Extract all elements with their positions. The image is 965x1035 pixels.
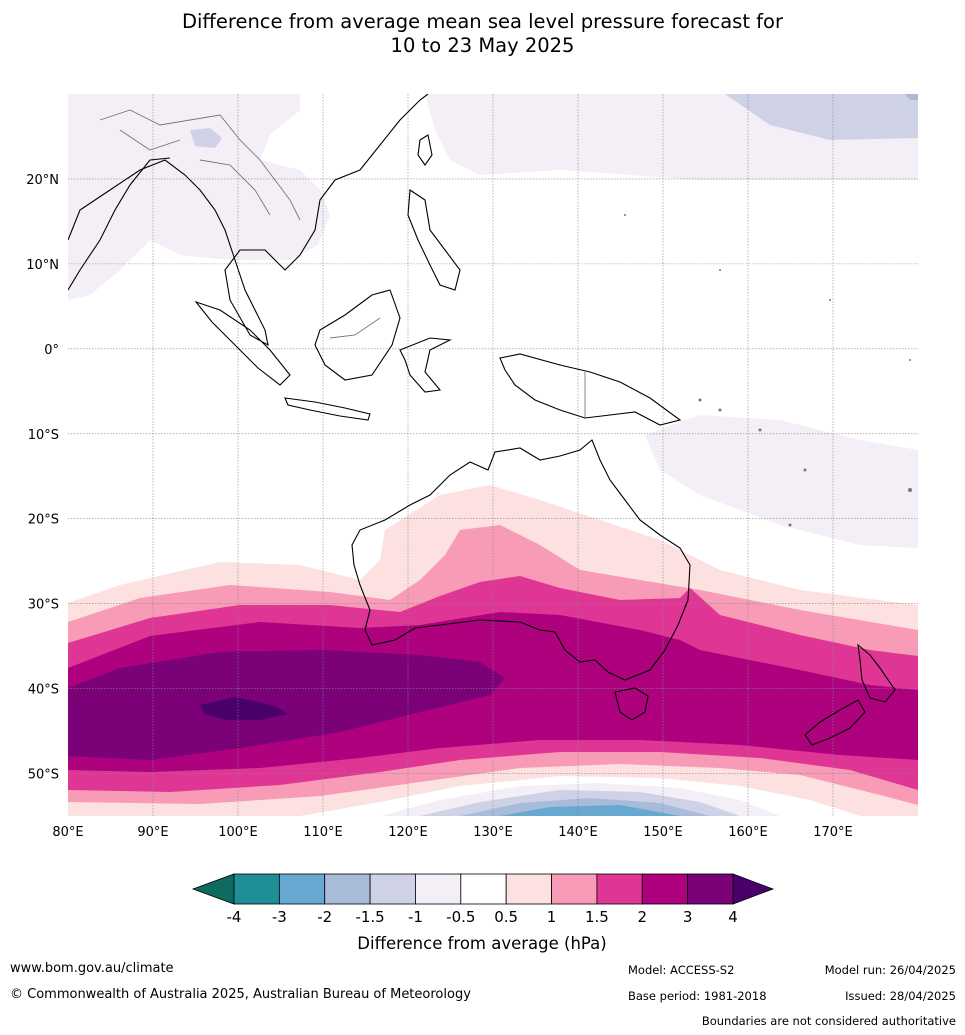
colorbar-segment <box>415 873 462 905</box>
colorbar-tick-label: -1 <box>408 908 423 926</box>
colorbar-segment <box>687 873 734 905</box>
model-text: Model: ACCESS-S2 <box>628 963 735 977</box>
latitude-labels: 20°N 10°N 0° 10°S 20°S 30°S 40°S 50°S <box>26 173 59 783</box>
islands <box>624 214 912 527</box>
colorbar-tick-label: 1.5 <box>585 908 609 926</box>
new-zealand-north-coastline <box>857 643 896 703</box>
borneo-coastline <box>314 289 401 381</box>
website-link[interactable]: www.bom.gov.au/climate <box>10 961 174 976</box>
title-line-1: Difference from average mean sea level p… <box>182 10 783 33</box>
colorbar-segment <box>551 873 598 905</box>
country-borders <box>99 109 586 418</box>
colorbar-tick-label: -2 <box>317 908 332 926</box>
longitude-label: 100°E <box>218 825 258 840</box>
island-dot <box>719 269 721 271</box>
colorbar-segment <box>505 873 552 905</box>
longitude-label: 90°E <box>137 825 168 840</box>
island-dot <box>908 488 912 492</box>
australia-coastline <box>351 439 691 681</box>
sumatra-coastline <box>194 300 291 386</box>
anomaly-region-coral-sea-lavender <box>645 415 918 548</box>
map-area <box>68 94 918 816</box>
chart-title: Difference from average mean sea level p… <box>0 10 965 58</box>
longitude-label: 140°E <box>558 825 598 840</box>
island-dot <box>698 398 702 402</box>
colorbar-tick-label: 1 <box>547 908 557 926</box>
colorbar-tick-label: 2 <box>637 908 647 926</box>
colorbar-boxes <box>191 873 775 905</box>
colorbar-segment <box>324 873 371 905</box>
colorbar-tick-label: 3 <box>683 908 693 926</box>
longitude-label: 170°E <box>813 825 853 840</box>
island-dot <box>758 428 762 432</box>
latitude-label: 0° <box>44 343 59 358</box>
colorbar-label: Difference from average (hPa) <box>357 934 606 953</box>
coastlines <box>68 94 896 746</box>
colorbar-extend-max <box>732 873 775 905</box>
colorbar-tick-label: 0.5 <box>494 908 518 926</box>
model-run-text: Model run: 26/04/2025 <box>824 963 956 977</box>
longitude-label: 160°E <box>728 825 768 840</box>
island-dot <box>718 408 722 412</box>
colorbar-segment <box>233 873 280 905</box>
colorbar-segment <box>641 873 689 905</box>
disclaimer-text: Boundaries are not considered authoritat… <box>701 1014 956 1028</box>
island-dot <box>803 468 807 472</box>
philippines-coastline <box>407 189 461 291</box>
issued-text: Issued: 28/04/2025 <box>845 989 956 1003</box>
latitude-label: 40°S <box>28 683 59 698</box>
anomaly-region-asia-light-lavender <box>68 94 330 300</box>
title-line-2: 10 to 23 May 2025 <box>390 34 575 57</box>
colorbar-tick-label: -0.5 <box>446 908 475 926</box>
longitude-labels: 80°E 90°E 100°E 110°E 120°E 130°E 140°E 150°E 16… <box>52 825 852 840</box>
colorbar-tick-label: -1.5 <box>355 908 384 926</box>
colorbar-segment <box>460 873 507 905</box>
island-dot <box>829 299 831 301</box>
gridlines <box>68 94 918 816</box>
new-zealand-south-coastline <box>804 699 866 746</box>
borneo-border <box>329 317 381 339</box>
latitude-label: 20°S <box>28 513 59 528</box>
longitude-label: 110°E <box>303 825 343 840</box>
sulawesi-coastline <box>399 337 452 393</box>
colorbar-segment <box>369 873 416 905</box>
colorbar-segment <box>596 873 643 905</box>
asia-mainland-coastline <box>68 94 429 347</box>
longitude-label: 80°E <box>52 825 83 840</box>
island-dot <box>624 214 626 216</box>
tasmania-coastline <box>614 687 649 721</box>
latitude-label: 10°S <box>28 428 59 443</box>
latitude-label: 10°N <box>26 258 59 273</box>
anomaly-region-north-pacific-darker <box>905 94 918 100</box>
anomaly-region-asia-blue-patch <box>190 128 222 148</box>
anomaly-region-north-pacific-blue <box>725 94 918 140</box>
longitude-label: 120°E <box>388 825 428 840</box>
latitude-label: 20°N <box>26 173 59 188</box>
latitude-label: 50°S <box>28 768 59 783</box>
java-coastline <box>284 397 371 421</box>
island-dot <box>909 359 911 361</box>
colorbar-tick-label: -3 <box>272 908 287 926</box>
base-period-text: Base period: 1981-2018 <box>628 989 767 1003</box>
latitude-label: 30°S <box>28 598 59 613</box>
taiwan-coastline <box>417 134 433 166</box>
colorbar-extend-min <box>191 873 235 905</box>
colorbar-tick-labels: -4 -3 -2 -1.5 -1 -0.5 0.5 1 1.5 2 3 4 <box>227 908 738 926</box>
longitude-label: 130°E <box>473 825 513 840</box>
india-coastline <box>68 157 171 291</box>
asia-borders <box>99 109 301 221</box>
colorbar-segment <box>278 873 326 905</box>
new-guinea-coastline <box>499 353 682 426</box>
colorbar-tick-label: -4 <box>227 908 242 926</box>
island-dot <box>788 523 792 527</box>
anomaly-band-3-4 <box>68 650 505 760</box>
copyright-text: © Commonwealth of Australia 2025, Austra… <box>10 987 471 1002</box>
anomaly-band-south-neg-3 <box>500 805 680 816</box>
anomaly-band-above-4 <box>200 697 288 720</box>
colorbar-tick-label: 4 <box>728 908 738 926</box>
longitude-label: 150°E <box>643 825 683 840</box>
